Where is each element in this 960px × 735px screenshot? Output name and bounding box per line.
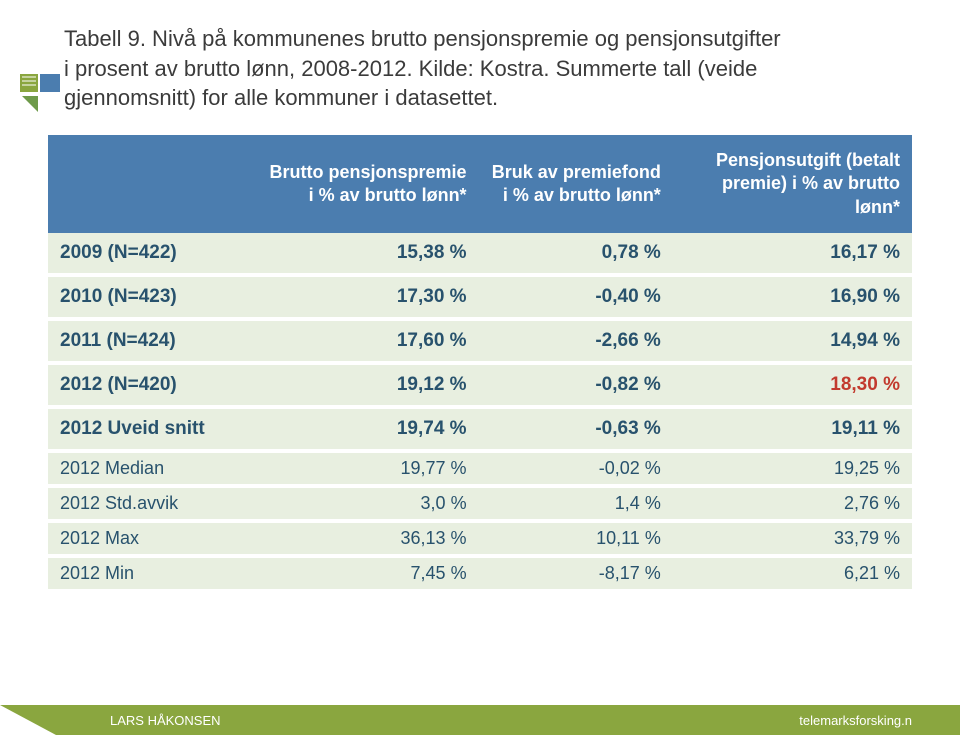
title-line-3: gjennomsnitt) for alle kommuner i datase…: [64, 83, 920, 113]
footer-author: LARS HÅKONSEN: [110, 713, 221, 728]
table-cell: 2012 Median: [48, 451, 248, 486]
title-line-1: Tabell 9. Nivå på kommunenes brutto pens…: [64, 24, 920, 54]
table-row: 2012 Uveid snitt19,74 %-0,63 %19,11 %: [48, 407, 912, 451]
footer-triangle-icon: [0, 705, 56, 735]
table-cell: 16,17 %: [673, 233, 912, 275]
table-cell: 2,76 %: [673, 486, 912, 521]
table-cell: 16,90 %: [673, 275, 912, 319]
table-cell: -0,40 %: [479, 275, 673, 319]
table-cell: 15,38 %: [248, 233, 479, 275]
slide-footer: LARS HÅKONSEN telemarksforsking.n: [0, 705, 960, 735]
title-line-2: i prosent av brutto lønn, 2008-2012. Kil…: [64, 54, 920, 84]
slide-title: Tabell 9. Nivå på kommunenes brutto pens…: [64, 24, 920, 113]
table-row: 2011 (N=424)17,60 %-2,66 %14,94 %: [48, 319, 912, 363]
brand-logo-icon: [18, 72, 62, 116]
table-row: 2012 Median19,77 %-0,02 %19,25 %: [48, 451, 912, 486]
table-header-row: Brutto pensjonspremie i % av brutto lønn…: [48, 135, 912, 233]
table-cell: 2010 (N=423): [48, 275, 248, 319]
table-cell: -0,82 %: [479, 363, 673, 407]
table-cell: 18,30 %: [673, 363, 912, 407]
table-cell: -0,63 %: [479, 407, 673, 451]
col-header-utgift: Pensjonsutgift (betalt premie) i % av br…: [673, 135, 912, 233]
table-cell: 2012 Uveid snitt: [48, 407, 248, 451]
table-cell: -8,17 %: [479, 556, 673, 591]
table-cell: 2012 Max: [48, 521, 248, 556]
table-cell: 2009 (N=422): [48, 233, 248, 275]
table-cell: -0,02 %: [479, 451, 673, 486]
table-row: 2012 Min7,45 %-8,17 %6,21 %: [48, 556, 912, 591]
table-cell: 2012 (N=420): [48, 363, 248, 407]
slide: Tabell 9. Nivå på kommunenes brutto pens…: [0, 0, 960, 735]
table-cell: 19,25 %: [673, 451, 912, 486]
table-cell: -2,66 %: [479, 319, 673, 363]
table-row: 2012 (N=420)19,12 %-0,82 %18,30 %: [48, 363, 912, 407]
table-row: 2009 (N=422)15,38 %0,78 %16,17 %: [48, 233, 912, 275]
pension-table: Brutto pensjonspremie i % av brutto lønn…: [48, 135, 912, 593]
table-cell: 19,74 %: [248, 407, 479, 451]
table-cell: 10,11 %: [479, 521, 673, 556]
table-cell: 7,45 %: [248, 556, 479, 591]
table-cell: 3,0 %: [248, 486, 479, 521]
table-cell: 1,4 %: [479, 486, 673, 521]
table-cell: 19,77 %: [248, 451, 479, 486]
table-cell: 19,11 %: [673, 407, 912, 451]
table-cell: 2012 Min: [48, 556, 248, 591]
table-cell: 2011 (N=424): [48, 319, 248, 363]
table-cell: 2012 Std.avvik: [48, 486, 248, 521]
table-cell: 17,60 %: [248, 319, 479, 363]
table-cell: 14,94 %: [673, 319, 912, 363]
table-row: 2010 (N=423)17,30 %-0,40 %16,90 %: [48, 275, 912, 319]
table-cell: 0,78 %: [479, 233, 673, 275]
table-cell: 19,12 %: [248, 363, 479, 407]
table-cell: 6,21 %: [673, 556, 912, 591]
col-header-blank: [48, 135, 248, 233]
table-cell: 36,13 %: [248, 521, 479, 556]
col-header-premiefond: Bruk av premiefond i % av brutto lønn*: [479, 135, 673, 233]
data-table-container: Brutto pensjonspremie i % av brutto lønn…: [48, 135, 912, 593]
table-body: 2009 (N=422)15,38 %0,78 %16,17 %2010 (N=…: [48, 233, 912, 591]
table-cell: 33,79 %: [673, 521, 912, 556]
table-row: 2012 Max36,13 %10,11 %33,79 %: [48, 521, 912, 556]
footer-site: telemarksforsking.n: [799, 713, 912, 728]
table-cell: 17,30 %: [248, 275, 479, 319]
col-header-premie: Brutto pensjonspremie i % av brutto lønn…: [248, 135, 479, 233]
table-row: 2012 Std.avvik3,0 %1,4 %2,76 %: [48, 486, 912, 521]
